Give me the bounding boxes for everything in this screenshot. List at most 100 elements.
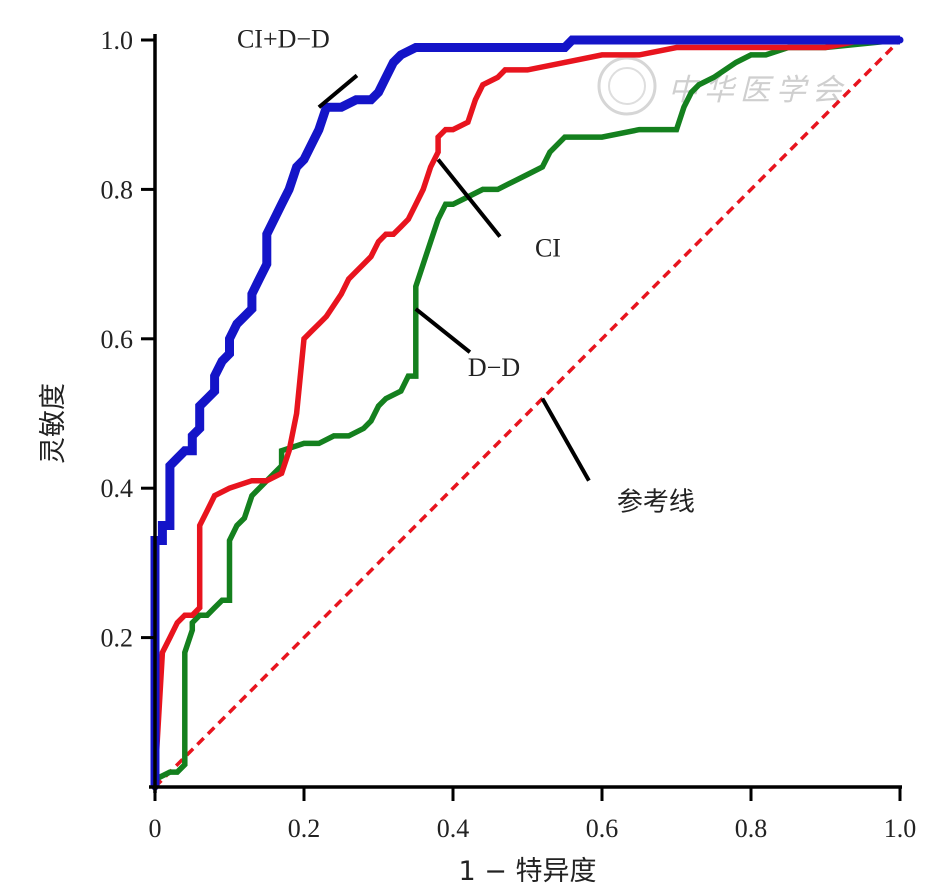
series-1-point (486, 44, 494, 51)
series-1-point (211, 372, 219, 380)
y-tick-label: 0.4 (101, 474, 134, 503)
series-1-point (285, 185, 293, 193)
series-3-point (368, 418, 374, 424)
y-tick-label: 0.6 (101, 325, 134, 354)
series-2-point (450, 127, 456, 133)
series-1-point (449, 44, 457, 51)
series-1-point (524, 44, 531, 51)
series-2-point (428, 164, 434, 170)
x-axis-title: 1 − 特异度 (459, 856, 597, 887)
series-3-point (219, 597, 225, 603)
x-tick-label: 0.6 (586, 814, 619, 843)
series-3-point (420, 261, 426, 267)
series-3-point (279, 448, 285, 454)
x-tick-label: 0.2 (288, 814, 321, 843)
series-2-point (435, 134, 441, 140)
series-1-point (397, 51, 405, 59)
annotation-leader (436, 158, 502, 238)
series-2-point (264, 478, 270, 484)
series-1-point (419, 44, 427, 51)
series-1-point (158, 537, 166, 544)
series-2-point (167, 635, 173, 641)
annotation-label: 参考线 (617, 488, 695, 518)
axes-layer: 0 0.2 0.4 0.6 0.8 1.0 0.2 0.4 0.6 0.8 1.0 (101, 26, 917, 843)
series-2-point (346, 276, 352, 282)
series-1-point (278, 200, 286, 208)
series-2-point (480, 82, 486, 88)
series-1-point (352, 96, 360, 104)
series-2-point (338, 291, 344, 297)
series-2-point (174, 620, 180, 626)
series-3-point (413, 284, 419, 289)
series-1-point (188, 447, 196, 455)
x-tick-label: 0.4 (437, 814, 470, 843)
series-3-point (301, 440, 307, 446)
series-2-point (636, 52, 642, 58)
series-1-point (248, 305, 256, 313)
series-2-point (413, 201, 419, 207)
x-tick-label: 0 (149, 814, 162, 843)
series-3-point (227, 597, 232, 603)
series-2-point (376, 239, 381, 245)
series-3-point (167, 769, 173, 775)
series-2-point (212, 493, 218, 499)
series-3-point (562, 134, 568, 140)
series-3-point (443, 201, 449, 207)
series-2-point (495, 74, 501, 80)
series-3-point (733, 59, 739, 65)
series-2-point (398, 224, 404, 230)
series-2-point (182, 612, 188, 618)
series-2-line (152, 37, 900, 780)
series-3-point (182, 762, 188, 768)
y-tick-label: 0.8 (101, 175, 134, 204)
series-3-point (480, 186, 486, 192)
series-3-point (174, 769, 180, 775)
series-3-point (659, 127, 665, 133)
series-1-point (896, 36, 904, 44)
series-1-point (218, 357, 226, 365)
series-3-point (212, 605, 218, 611)
series-2-point (301, 336, 307, 342)
annotation-leader (317, 73, 359, 109)
annotation-label: D−D (468, 353, 520, 382)
series-2-point (562, 59, 568, 65)
series-3-point (383, 396, 389, 402)
series-1-point (196, 402, 204, 410)
series-2-point (279, 470, 285, 476)
series-2-point (308, 328, 314, 334)
series-3-point (495, 186, 501, 192)
series-1-point (173, 454, 181, 462)
series-2-point (316, 321, 322, 327)
x-tick-label: 1.0 (884, 814, 917, 843)
x-tick-label: 0.8 (735, 814, 768, 843)
series-3-point (405, 373, 411, 379)
series-1-point (203, 395, 211, 403)
series-3-point (711, 74, 717, 80)
series-3-point (316, 440, 322, 446)
series-1-point (255, 275, 263, 283)
series-2-point (368, 254, 374, 260)
series-3-point (182, 650, 188, 655)
series-layer (150, 35, 904, 791)
series-3-point (674, 127, 679, 133)
series-3-point (189, 627, 195, 633)
annotation-leader (540, 397, 591, 482)
series-2-point (390, 231, 396, 237)
series-3-point (450, 201, 456, 207)
series-2-point (435, 149, 441, 155)
series-3-point (398, 388, 404, 394)
annotation-label: CI+D−D (237, 24, 330, 53)
series-1-point (270, 215, 278, 223)
series-3-point (510, 179, 516, 185)
watermark: 中华医学会 (597, 56, 842, 116)
series-1-point (166, 462, 174, 470)
series-2-point (197, 605, 203, 611)
series-2-point (502, 67, 508, 73)
series-3-point (599, 134, 605, 140)
series-1-point (196, 424, 204, 432)
series-3-point (346, 433, 352, 439)
series-3-point (227, 538, 232, 543)
series-3-point (636, 127, 642, 133)
series-1-point (598, 36, 606, 44)
series-2-point (249, 478, 255, 484)
